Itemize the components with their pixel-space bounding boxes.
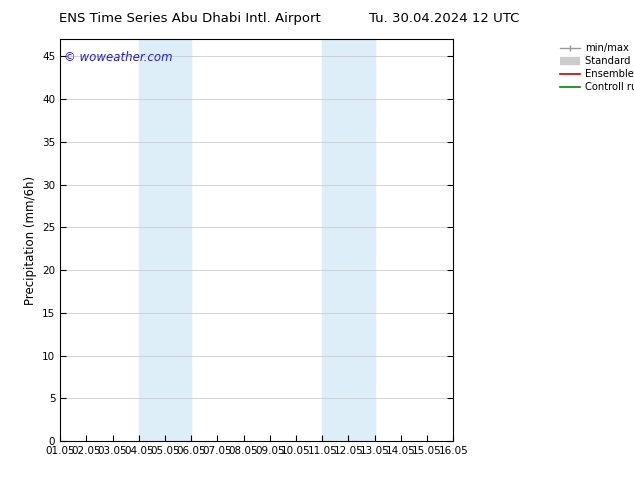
Bar: [139, 39, 191, 441]
Bar: [322, 39, 375, 441]
Legend: min/max, Standard deviation, Ensemble mean run, Controll run: min/max, Standard deviation, Ensemble me…: [556, 39, 634, 96]
Text: Tu. 30.04.2024 12 UTC: Tu. 30.04.2024 12 UTC: [368, 12, 519, 25]
Text: ENS Time Series Abu Dhabi Intl. Airport: ENS Time Series Abu Dhabi Intl. Airport: [60, 12, 321, 25]
Text: © woweather.com: © woweather.com: [64, 51, 173, 64]
Y-axis label: Precipitation (mm/6h): Precipitation (mm/6h): [23, 175, 37, 305]
